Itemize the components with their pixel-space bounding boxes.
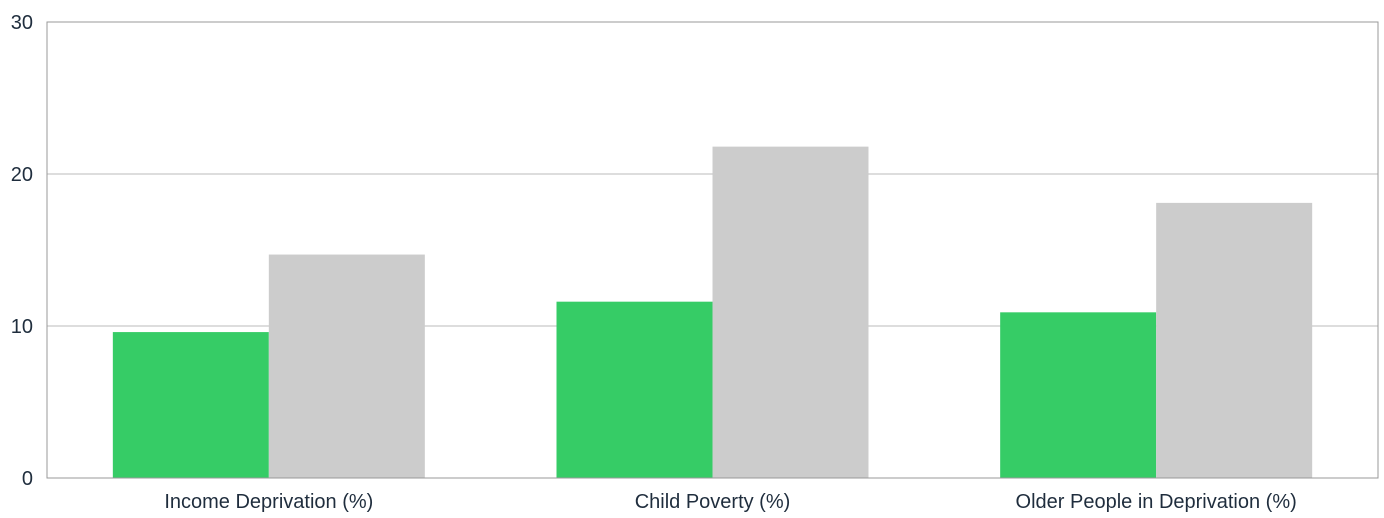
x-category-label: Child Poverty (%): [635, 491, 791, 513]
y-tick-label: 0: [22, 468, 33, 490]
bar-1-1: [112, 332, 269, 478]
x-category-label: Income Deprivation (%): [164, 491, 373, 513]
bar-2-2: [712, 146, 869, 478]
bar-2-3: [1156, 202, 1313, 478]
x-category-label: Older People in Deprivation (%): [1016, 491, 1297, 513]
bar-1-3: [1000, 312, 1157, 478]
bar-1-2: [556, 301, 713, 478]
y-tick-label: 30: [11, 12, 33, 34]
bar-2-1: [268, 254, 425, 478]
plot-frame: [46, 21, 1379, 479]
y-tick-label: 20: [11, 164, 33, 186]
bars: [112, 146, 1313, 478]
x-axis-labels: Income Deprivation (%) Child Poverty (%) O…: [164, 491, 1296, 513]
y-axis-ticks: 0 10 20 30: [11, 12, 33, 490]
y-tick-label: 10: [11, 316, 33, 338]
